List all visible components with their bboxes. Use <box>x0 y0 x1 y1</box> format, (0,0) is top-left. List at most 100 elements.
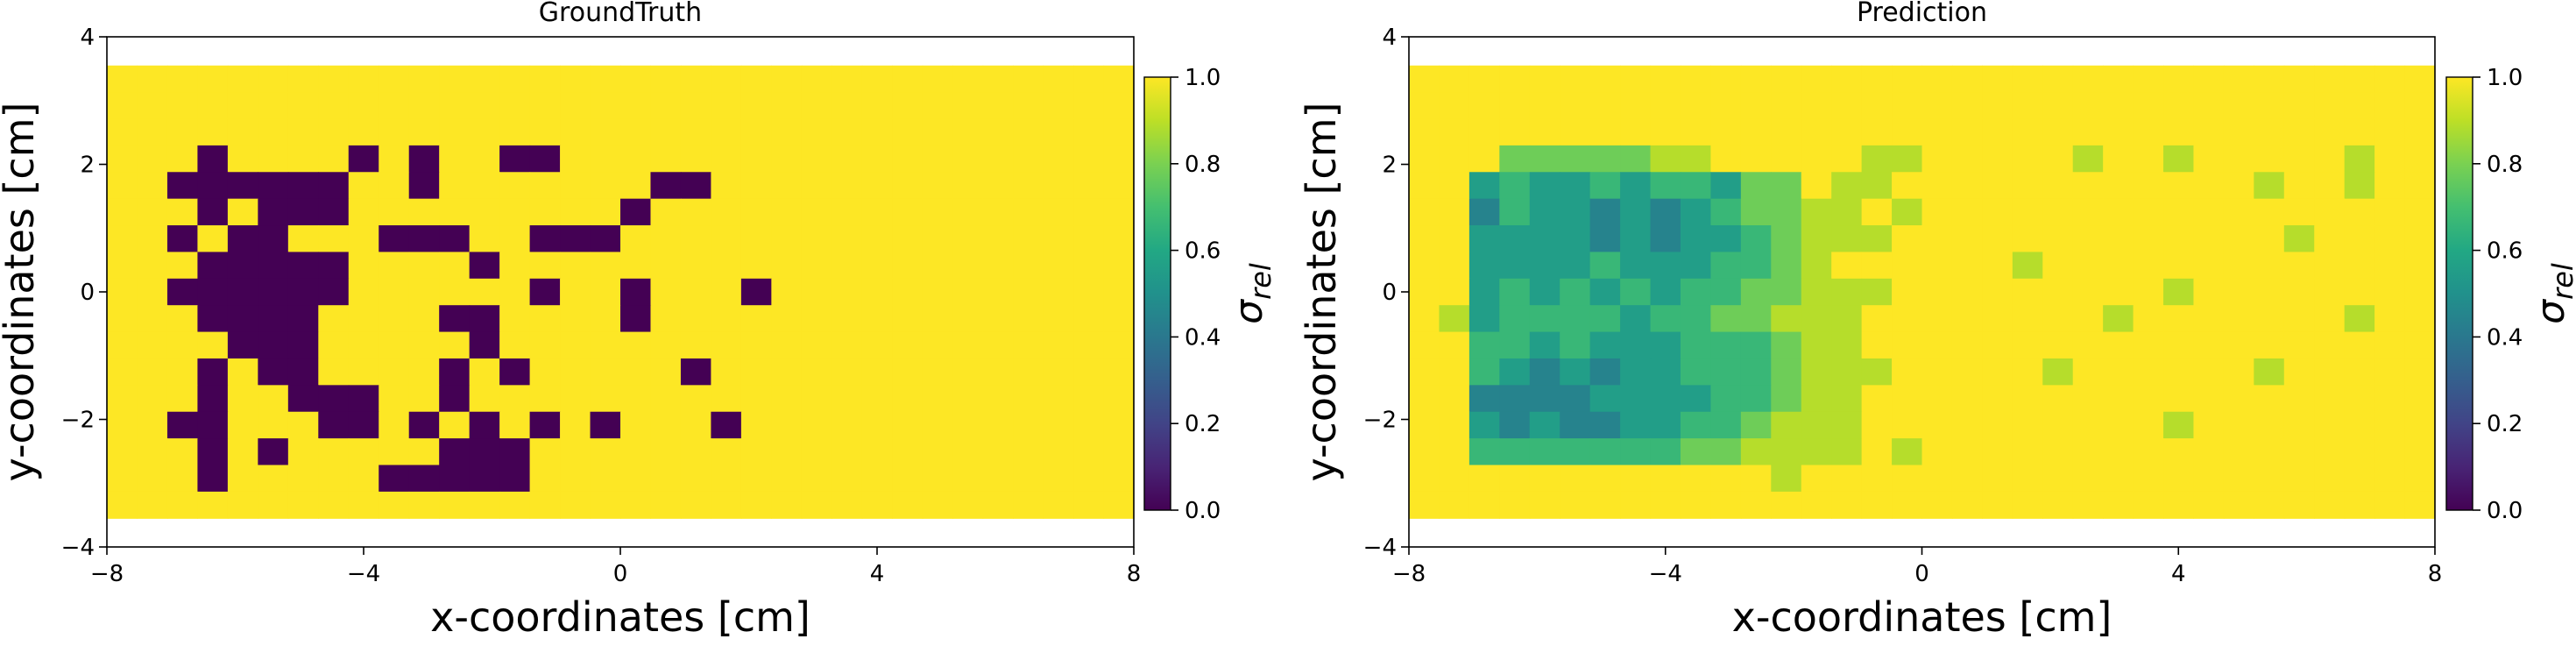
heatmap-cell <box>2314 198 2346 226</box>
heatmap-cell <box>318 145 350 173</box>
heatmap-cell <box>469 438 500 466</box>
heatmap-cell <box>499 465 531 493</box>
heatmap-cell <box>1771 305 1802 333</box>
heatmap-cell <box>1589 225 1621 253</box>
heatmap-cell <box>1499 92 1531 120</box>
heatmap-cell <box>1892 305 1923 333</box>
heatmap-cell <box>2283 65 2315 93</box>
heatmap-cell <box>711 491 742 519</box>
heatmap-cell <box>1801 172 1832 200</box>
heatmap-cell <box>771 65 803 93</box>
heatmap-cell <box>137 358 168 386</box>
heatmap-cell <box>2133 331 2164 359</box>
heatmap-cell <box>166 438 199 466</box>
heatmap-cell <box>1560 438 1591 466</box>
heatmap-cell <box>2254 252 2285 280</box>
heatmap-cell <box>2193 305 2225 333</box>
heatmap-cell <box>107 438 138 466</box>
heatmap-cell <box>1710 491 1742 519</box>
heatmap-cell <box>287 172 319 200</box>
heatmap-cell <box>439 278 471 306</box>
heatmap-cell <box>1103 438 1135 466</box>
heatmap-cell <box>107 278 138 306</box>
heatmap-cell <box>318 252 350 280</box>
heatmap-cell <box>1951 358 1983 386</box>
heatmap-cell <box>379 198 410 226</box>
heatmap-cell <box>952 358 984 386</box>
heatmap-cell <box>2374 172 2406 200</box>
heatmap-cell <box>408 305 440 333</box>
heatmap-cell <box>832 252 863 280</box>
heatmap-cell <box>740 198 772 226</box>
heatmap-cell <box>2344 198 2375 226</box>
heatmap-cell <box>137 331 168 359</box>
heatmap-cell <box>1499 198 1531 226</box>
heatmap-cell <box>832 225 863 253</box>
heatmap-cell <box>1831 252 1863 280</box>
heatmap-cell <box>771 172 803 200</box>
heatmap-cell <box>892 411 924 439</box>
heatmap-cell <box>1740 172 1772 200</box>
heatmap-cell <box>2103 465 2134 493</box>
heatmap-cell <box>2283 438 2315 466</box>
heatmap-cell <box>892 385 924 413</box>
heatmap-cell <box>892 331 924 359</box>
heatmap-cell <box>740 278 772 306</box>
heatmap-cell <box>1073 305 1105 333</box>
heatmap-cell <box>439 172 471 200</box>
heatmap-cell <box>258 252 289 280</box>
heatmap-cell <box>740 305 772 333</box>
heatmap-cell <box>137 92 168 120</box>
heatmap-cell <box>982 92 1014 120</box>
heatmap-cell <box>832 305 863 333</box>
heatmap-cell <box>1771 438 1802 466</box>
heatmap-cell <box>711 411 742 439</box>
heatmap-cell <box>1043 65 1074 93</box>
heatmap-cell <box>1771 465 1802 493</box>
heatmap-cell <box>680 118 712 146</box>
heatmap-cell <box>861 358 893 386</box>
heatmap-cell <box>1921 65 1953 93</box>
heatmap-cell <box>2314 331 2346 359</box>
heatmap-cell <box>2404 278 2436 306</box>
heatmap-cell <box>348 465 379 493</box>
heatmap-cell <box>620 358 652 386</box>
heatmap-cell <box>1861 491 1893 519</box>
heatmap-cell <box>1982 331 2013 359</box>
heatmap-cell <box>560 65 591 93</box>
heatmap-cell <box>861 225 893 253</box>
heatmap-cell <box>1861 438 1893 466</box>
heatmap-cell <box>952 438 984 466</box>
heatmap-cell <box>1650 331 1681 359</box>
heatmap-cell <box>952 278 984 306</box>
heatmap-cell <box>982 252 1014 280</box>
heatmap-cell <box>1468 465 1500 493</box>
heatmap-cell <box>650 198 682 226</box>
heatmap-cell <box>1831 385 1863 413</box>
heatmap-cell <box>711 92 742 120</box>
heatmap-cell <box>348 491 379 519</box>
heatmap-cell <box>1831 198 1863 226</box>
heatmap-cell <box>861 252 893 280</box>
heatmap-cell <box>166 411 199 439</box>
heatmap-cell <box>801 252 832 280</box>
heatmap-cell <box>2072 198 2104 226</box>
heatmap-cell <box>1103 252 1135 280</box>
heatmap-cell <box>1982 145 2013 173</box>
heatmap-cell <box>590 491 621 519</box>
heatmap-cell <box>560 172 591 200</box>
heatmap-cell <box>1650 145 1681 173</box>
heatmap-cell <box>832 411 863 439</box>
heatmap-cell <box>2103 331 2134 359</box>
heatmap-cell <box>197 172 229 200</box>
heatmap-cell <box>801 438 832 466</box>
heatmap-cell <box>529 438 561 466</box>
heatmap-cell <box>2404 305 2436 333</box>
heatmap-cell <box>620 172 652 200</box>
heatmap-cell <box>2042 305 2074 333</box>
heatmap-cell <box>287 145 319 173</box>
heatmap-cell <box>832 358 863 386</box>
heatmap-cell <box>771 411 803 439</box>
heatmap-cell <box>2404 331 2436 359</box>
heatmap-cell <box>680 465 712 493</box>
